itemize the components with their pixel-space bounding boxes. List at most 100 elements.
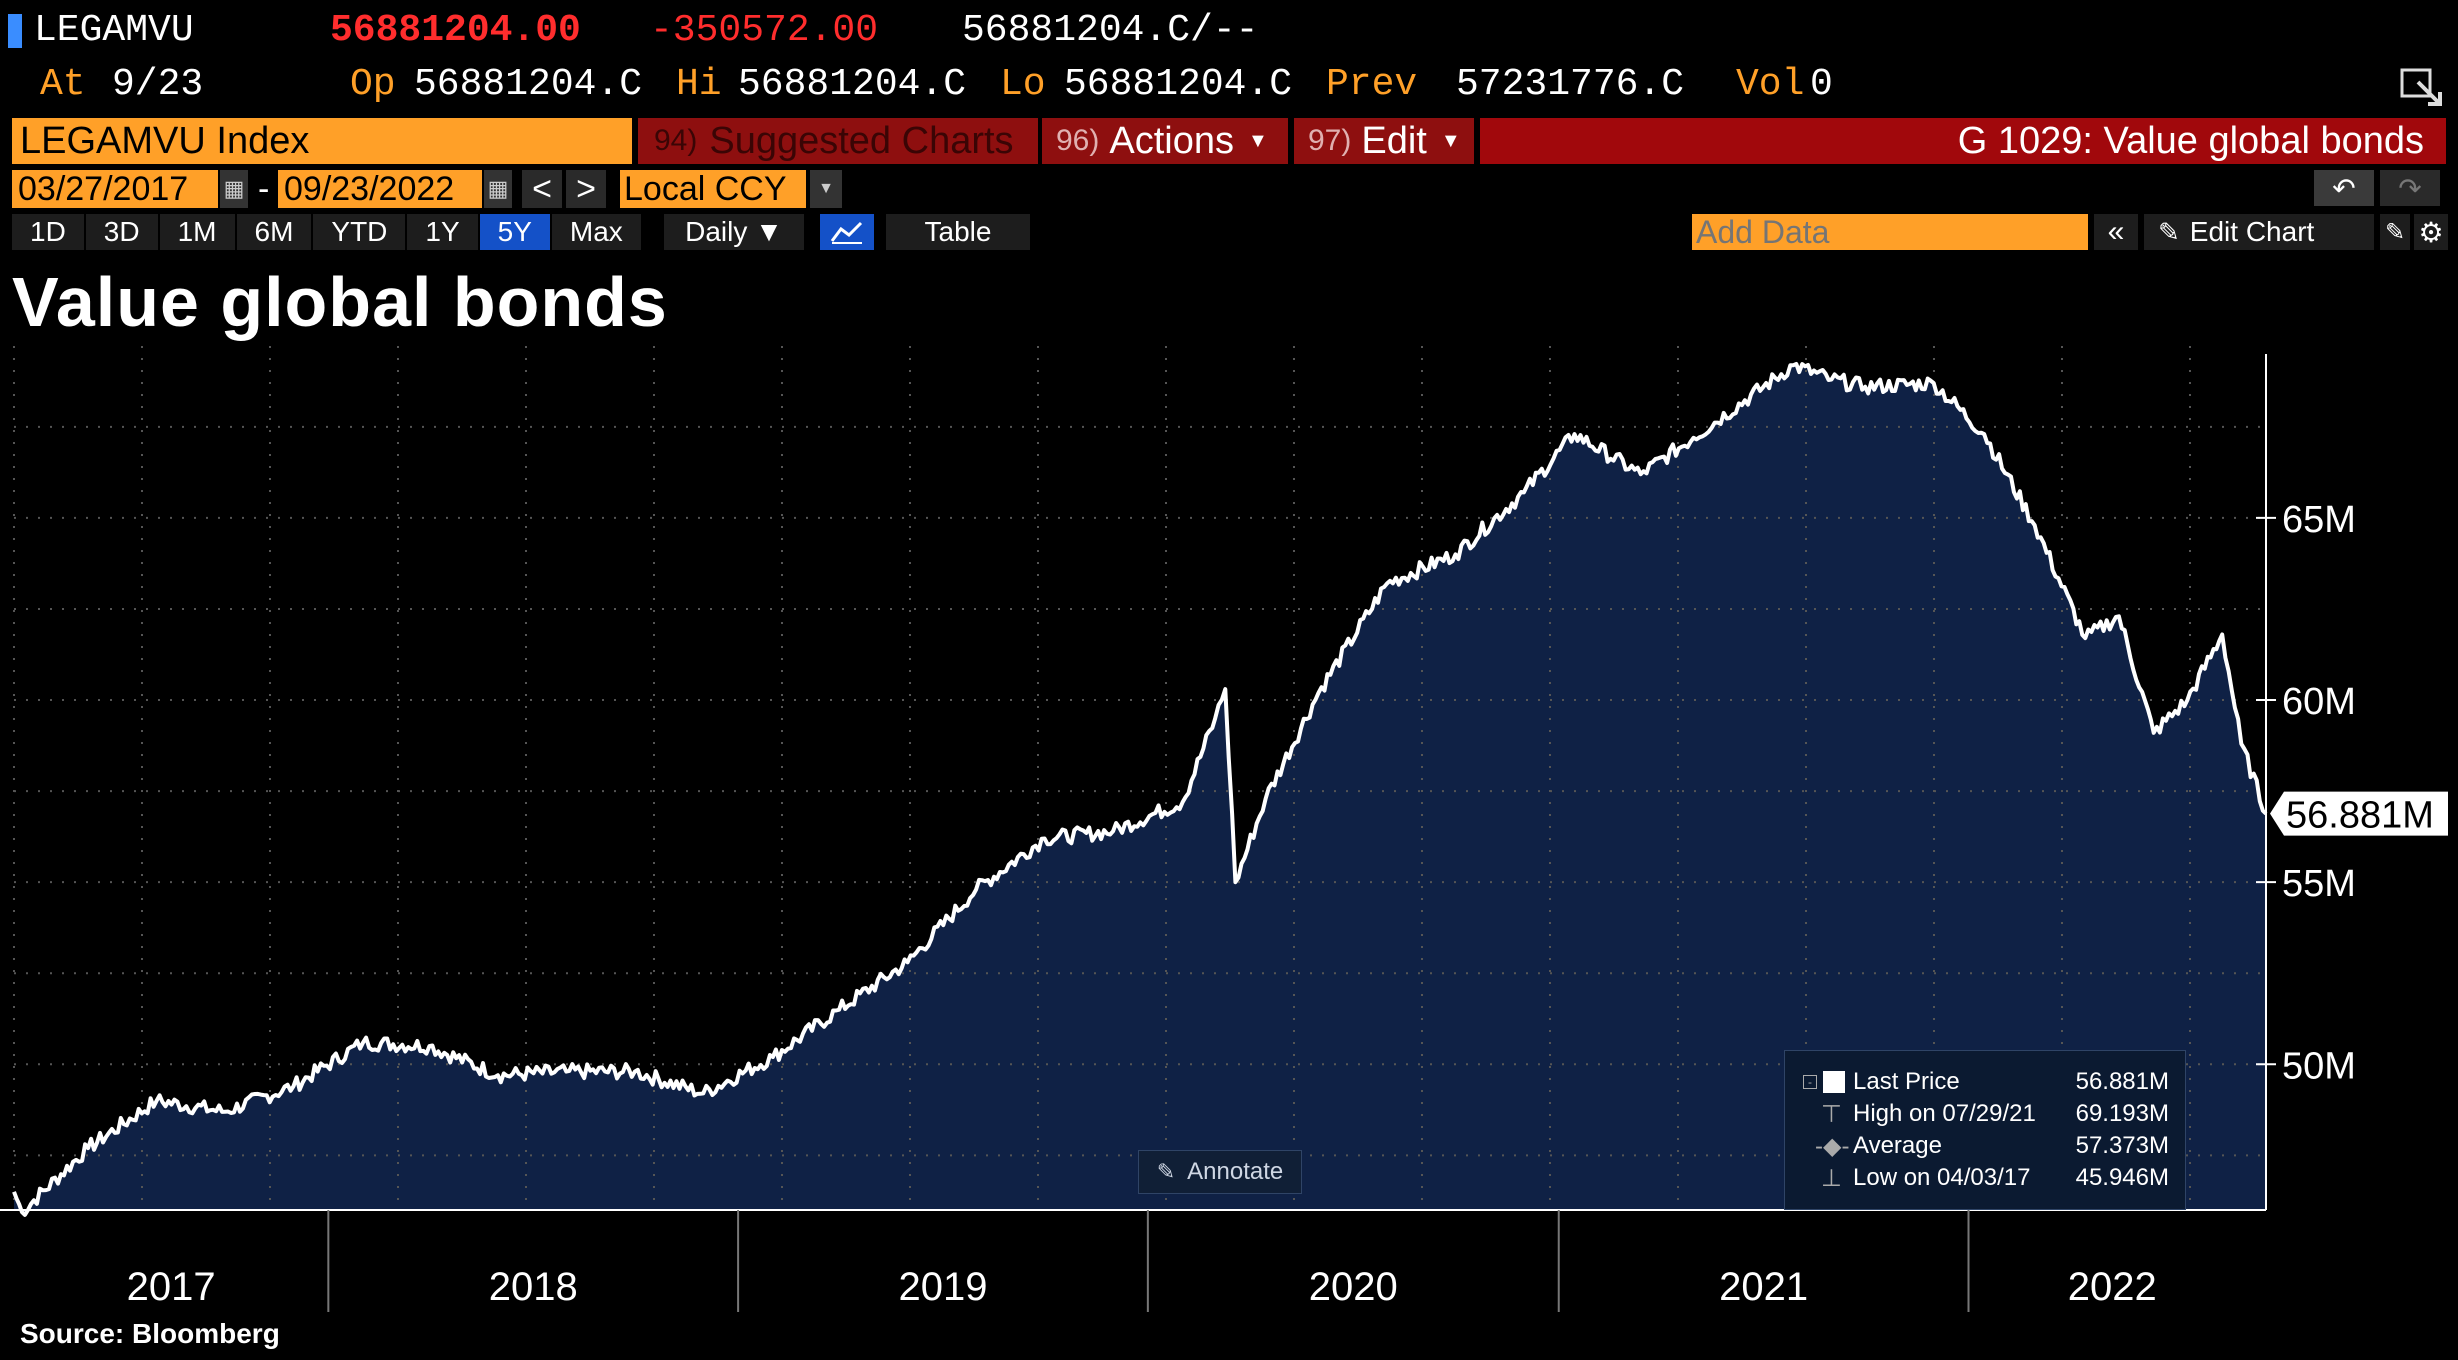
line-chart-icon[interactable] (820, 214, 874, 250)
next-period-button[interactable]: > (566, 170, 606, 208)
x-tick-label: 2021 (1719, 1265, 1808, 1309)
actions-label: Actions (1109, 119, 1234, 162)
suggested-number: 94) (654, 124, 698, 157)
edit-chart-button[interactable]: ✎ Edit Chart (2144, 214, 2374, 250)
open-value: 56881204.C (414, 62, 643, 106)
edit-settings-icon[interactable]: ✎ (2380, 214, 2410, 250)
legend-value: 57.373M (2075, 1132, 2169, 1159)
high-value: 56881204.C (738, 62, 967, 106)
period-button-6m[interactable]: 6M (236, 214, 312, 250)
series-line (12, 361, 2268, 1217)
undo-icon[interactable]: ↶ (2314, 170, 2374, 206)
legend-label: Average (1853, 1132, 1942, 1159)
at-label: At (40, 62, 86, 106)
period-button-1d[interactable]: 1D (12, 214, 84, 250)
y-tick-label: 65M (2282, 499, 2356, 541)
legend-collapse-icon[interactable]: - (1803, 1075, 1817, 1089)
end-calendar-icon[interactable]: ▦ (484, 170, 512, 208)
ticker-row: LEGAMVU 56881204.00 -350572.00 56881204.… (0, 8, 2458, 52)
date-range-row: 03/27/2017 ▦ - 09/23/2022 ▦ < > Local CC… (0, 170, 2458, 210)
legend-high: ⊤ High on 07/29/21 69.193M (1785, 1099, 2185, 1129)
legend-label: Last Price (1853, 1068, 1960, 1095)
low-value: 56881204.C (1064, 62, 1293, 106)
high-marker-icon: ⊤ (1821, 1100, 1842, 1128)
actions-number: 96) (1056, 124, 1100, 157)
edit-number: 97) (1308, 124, 1352, 157)
period-button-max[interactable]: Max (551, 214, 641, 250)
pencil-icon: ✎ (2158, 216, 2180, 247)
last-price: 56881204.00 (330, 8, 581, 52)
last-value-label: 56.881M (2286, 795, 2434, 837)
y-tick-label: 55M (2282, 863, 2356, 905)
edit-chart-label: Edit Chart (2189, 216, 2315, 247)
low-marker-icon: ⊥ (1821, 1164, 1842, 1192)
high-label: Hi (676, 62, 722, 106)
y-tick-label: 50M (2282, 1045, 2356, 1087)
chart-legend: - Last Price 56.881M ⊤ High on 07/29/21 … (1784, 1050, 2186, 1210)
bid-ask: 56881204.C/-- (962, 8, 1259, 52)
suggested-label: Suggested Charts (709, 119, 1014, 162)
period-button-1m[interactable]: 1M (159, 214, 235, 250)
currency-select[interactable]: Local CCY (620, 170, 806, 208)
collapse-icon[interactable]: « (2094, 214, 2138, 250)
actions-button[interactable]: 96) Actions ▼ (1042, 118, 1288, 164)
period-button-3d[interactable]: 3D (85, 214, 158, 250)
previous-period-button[interactable]: < (522, 170, 562, 208)
net-change: -350572.00 (650, 8, 879, 52)
legend-label: Low on 04/03/17 (1853, 1164, 2031, 1191)
x-tick-label: 2018 (489, 1265, 578, 1309)
source-note: Source: Bloomberg (20, 1318, 280, 1349)
redo-icon[interactable]: ↷ (2380, 170, 2440, 206)
period-button-5y[interactable]: 5Y (479, 214, 550, 250)
gridlines (13, 346, 2266, 1210)
edit-label: Edit (1361, 119, 1427, 162)
volume-label: Vol (1736, 62, 1805, 106)
expand-window-icon[interactable] (2398, 64, 2446, 108)
legend-swatch (1823, 1071, 1845, 1093)
chart-id-title: G 1029: Value global bonds (1480, 118, 2446, 164)
open-label: Op (350, 62, 396, 106)
x-tick-label: 2019 (898, 1265, 987, 1309)
average-marker-icon: -◆- (1815, 1132, 1850, 1160)
volume-value: 0 (1810, 62, 1833, 106)
ticker-symbol: LEGAMVU (34, 8, 194, 52)
actions-caret-icon: ▼ (1247, 129, 1268, 152)
start-date-field[interactable]: 03/27/2017 (12, 170, 218, 208)
period-buttons: 1D 3D 1M 6M YTD 1Y 5Y Max (12, 214, 641, 250)
at-date: 9/23 (112, 62, 204, 106)
legend-low: ⊥ Low on 04/03/17 45.946M (1785, 1163, 2185, 1193)
legend-value: 45.946M (2075, 1164, 2169, 1191)
last-value-tag (2270, 791, 2448, 836)
y-tick-label: 60M (2282, 681, 2356, 723)
ticker-marker (8, 14, 22, 48)
end-date-field[interactable]: 09/23/2022 (278, 170, 482, 208)
legend-label: High on 07/29/21 (1853, 1100, 2036, 1127)
legend-value: 56.881M (2075, 1068, 2169, 1095)
low-label: Lo (1000, 62, 1046, 106)
x-tick-label: 2017 (127, 1265, 216, 1309)
menu-bar: LEGAMVU Index 94) Suggested Charts 96) A… (0, 118, 2458, 166)
security-field[interactable]: LEGAMVU Index (12, 118, 632, 164)
frequency-select[interactable]: Daily ▼ (664, 214, 804, 250)
suggested-charts-button[interactable]: 94) Suggested Charts (638, 118, 1038, 164)
chart-title: Value global bonds (12, 263, 668, 341)
annotate-button[interactable]: ✎ Annotate (1138, 1150, 1302, 1194)
gear-icon[interactable]: ⚙ (2414, 214, 2448, 250)
add-data-input[interactable] (1692, 214, 2088, 250)
table-button[interactable]: Table (886, 214, 1030, 250)
edit-button[interactable]: 97) Edit ▼ (1294, 118, 1474, 164)
legend-last-price: - Last Price 56.881M (1785, 1067, 2185, 1097)
annotate-label: Annotate (1187, 1158, 1284, 1185)
x-tick-label: 2020 (1309, 1265, 1398, 1309)
series-area (14, 363, 2266, 1215)
start-calendar-icon[interactable]: ▦ (220, 170, 248, 208)
prev-value: 57231776.C (1456, 62, 1685, 106)
currency-dropdown-icon[interactable]: ▼ (810, 170, 842, 208)
period-button-1y[interactable]: 1Y (407, 214, 478, 250)
period-button-ytd[interactable]: YTD (313, 214, 406, 250)
date-separator: - (258, 170, 270, 208)
x-tick-label: 2022 (2068, 1265, 2157, 1309)
legend-value: 69.193M (2075, 1100, 2169, 1127)
